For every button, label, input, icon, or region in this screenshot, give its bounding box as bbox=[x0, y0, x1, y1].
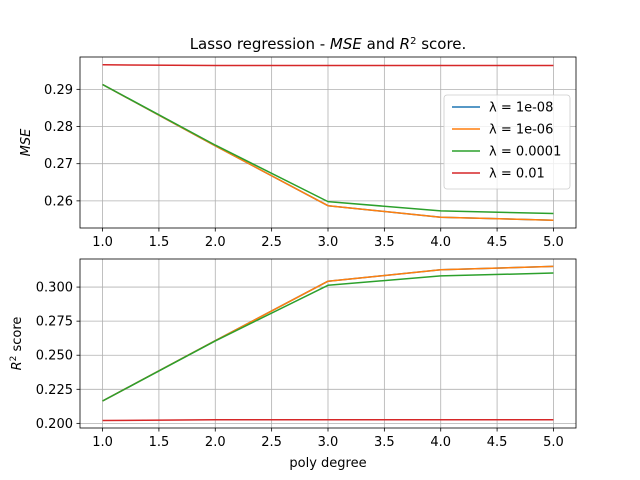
x-tick-label: 5.0 bbox=[543, 435, 564, 450]
x-tick-label: 3.5 bbox=[374, 435, 395, 450]
x-tick-label: 4.0 bbox=[430, 235, 451, 250]
series-line-3 bbox=[102, 272, 554, 402]
y-tick-label: 0.250 bbox=[36, 349, 73, 364]
legend-box bbox=[443, 94, 571, 190]
series-line-3 bbox=[102, 83, 554, 215]
y-axis-label: R2 score bbox=[9, 317, 25, 371]
y-tick-label: 0.28 bbox=[44, 120, 73, 135]
x-tick-label: 2.0 bbox=[205, 435, 226, 450]
y-tick-label: 0.275 bbox=[36, 315, 73, 330]
x-tick-label: 2.5 bbox=[261, 235, 282, 250]
legend-entry-3: λ = 0.0001 bbox=[489, 145, 561, 160]
x-tick-label: 4.5 bbox=[487, 235, 508, 250]
x-tick-label: 3.0 bbox=[318, 435, 339, 450]
chart-title: Lasso regression - MSE and R2 score. bbox=[190, 35, 467, 53]
legend-entry-2: λ = 1e-06 bbox=[489, 123, 553, 138]
x-tick-label: 1.0 bbox=[92, 435, 113, 450]
series-line-4 bbox=[102, 64, 554, 67]
y-tick-label: 0.300 bbox=[36, 281, 73, 296]
legend-entry-4: λ = 0.01 bbox=[489, 167, 545, 182]
x-tick-label: 2.5 bbox=[261, 435, 282, 450]
y-tick-label: 0.26 bbox=[44, 194, 73, 209]
x-axis-label: poly degree bbox=[289, 456, 366, 471]
legend-entry-1: λ = 1e-08 bbox=[489, 101, 553, 116]
x-tick-label: 3.0 bbox=[318, 235, 339, 250]
y-tick-label: 0.29 bbox=[44, 83, 73, 98]
x-tick-label: 2.0 bbox=[205, 235, 226, 250]
y-axis-label: MSE bbox=[19, 128, 34, 156]
legend: λ = 1e-08 λ = 1e-06 λ = 0.0001 λ = 0.01 bbox=[443, 94, 571, 190]
x-tick-label: 5.0 bbox=[543, 235, 564, 250]
chart-panel-1: 1.0 1.5 2.0 2.5 3.0 3.5 4.0 4.5 5.0 0.26 0.27 0.28 0… bbox=[19, 35, 577, 250]
y-tick-label: 0.27 bbox=[44, 157, 73, 172]
y-tick-label: 0.225 bbox=[36, 383, 73, 398]
x-tick-label: 1.5 bbox=[149, 435, 170, 450]
chart-panel-2: 1.0 1.5 2.0 2.5 3.0 3.5 4.0 4.5 5.0 0.200 0.225 0.2… bbox=[9, 258, 577, 471]
series-line-4 bbox=[102, 418, 554, 422]
x-tick-label: 4.5 bbox=[487, 435, 508, 450]
x-tick-label: 1.0 bbox=[92, 235, 113, 250]
x-tick-label: 1.5 bbox=[149, 235, 170, 250]
y-tick-label: 0.200 bbox=[36, 417, 73, 432]
x-tick-label: 4.0 bbox=[430, 435, 451, 450]
x-tick-label: 3.5 bbox=[374, 235, 395, 250]
